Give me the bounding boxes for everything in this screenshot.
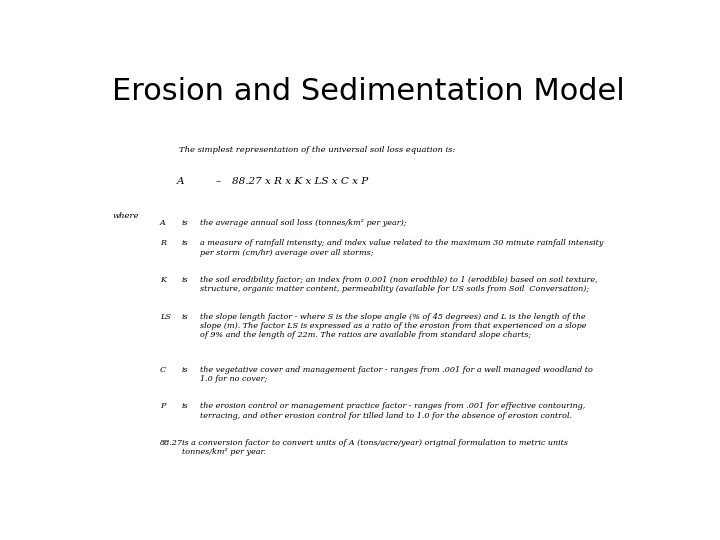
Text: 88.27 x R x K x LS x C x P: 88.27 x R x K x LS x C x P [233, 177, 369, 186]
Text: is: is [182, 366, 189, 374]
Text: a measure of rainfall intensity; and index value related to the maximum 30 minut: a measure of rainfall intensity; and ind… [200, 239, 604, 256]
Text: –: – [215, 177, 221, 186]
Text: A: A [176, 177, 184, 186]
Text: is: is [182, 219, 189, 227]
Text: K: K [160, 276, 166, 284]
Text: is: is [182, 313, 189, 321]
Text: P: P [160, 402, 165, 410]
Text: The simplest representation of the universal soil loss equation is:: The simplest representation of the unive… [179, 146, 456, 154]
Text: the erosion control or management practice factor - ranges from .001 for effecti: the erosion control or management practi… [200, 402, 586, 420]
Text: 88.27: 88.27 [160, 439, 183, 447]
Text: the soil erodibility factor; an index from 0.001 (non erodible) to 1 (erodible) : the soil erodibility factor; an index fr… [200, 276, 598, 293]
Text: the vegetative cover and management factor - ranges from .001 for a well managed: the vegetative cover and management fact… [200, 366, 593, 383]
Text: is: is [182, 276, 189, 284]
Text: the average annual soil loss (tonnes/km² per year);: the average annual soil loss (tonnes/km²… [200, 219, 407, 227]
Text: is a conversion factor to convert units of A (tons/acre/year) original formulati: is a conversion factor to convert units … [182, 439, 568, 456]
Text: R: R [160, 239, 166, 247]
Text: A: A [160, 219, 166, 227]
Text: C: C [160, 366, 166, 374]
Text: the slope length factor - where S is the slope angle (% of 45 degrees) and L is : the slope length factor - where S is the… [200, 313, 587, 339]
Text: is: is [182, 239, 189, 247]
Text: is: is [182, 402, 189, 410]
Text: Erosion and Sedimentation Model: Erosion and Sedimentation Model [112, 77, 625, 106]
Text: where: where [112, 212, 139, 220]
Text: LS: LS [160, 313, 171, 321]
